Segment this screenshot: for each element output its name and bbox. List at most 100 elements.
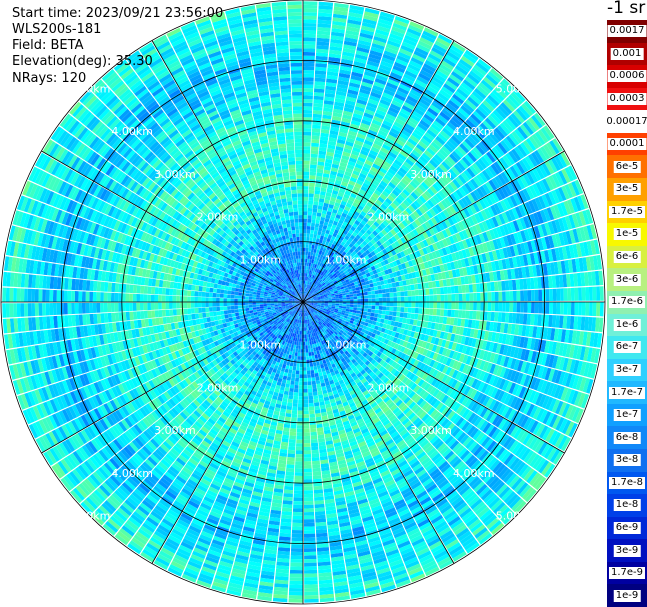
- range-gate-cell: [280, 441, 289, 447]
- range-gate-cell: [321, 319, 325, 323]
- range-gate-cell: [527, 302, 532, 313]
- range-gate-cell: [310, 325, 314, 330]
- range-gate-cell: [348, 322, 353, 327]
- range-gate-cell: [275, 361, 280, 367]
- range-gate-cell: [479, 509, 493, 521]
- range-gate-cell: [315, 521, 327, 527]
- range-gate-cell: [312, 325, 315, 329]
- range-gate-cell: [312, 471, 322, 476]
- range-gate-cell: [303, 475, 313, 480]
- range-gate-cell: [316, 327, 320, 331]
- range-gate-cell: [333, 320, 338, 324]
- range-gate-cell: [411, 302, 416, 308]
- range-gate-cell: [466, 473, 478, 485]
- range-gate-cell: [315, 518, 327, 523]
- range-gate-cell: [405, 524, 419, 534]
- range-gate-cell: [304, 305, 306, 309]
- range-gate-cell: [361, 317, 366, 322]
- range-gate-cell: [531, 391, 540, 405]
- range-gate-cell: [374, 420, 382, 428]
- range-gate-cell: [369, 427, 378, 435]
- range-gate-cell: [308, 322, 311, 327]
- range-gate-cell: [324, 342, 329, 348]
- range-gate-cell: [295, 377, 299, 382]
- range-gate-cell: [314, 320, 317, 324]
- range-gate-cell: [266, 412, 273, 418]
- range-gate-cell: [332, 574, 347, 580]
- range-gate-cell: [375, 484, 386, 492]
- range-gate-cell: [228, 467, 239, 475]
- range-gate-cell: [407, 475, 418, 484]
- range-gate-cell: [246, 571, 260, 578]
- range-gate-cell: [359, 360, 365, 367]
- range-gate-cell: [237, 547, 251, 554]
- range-gate-cell: [304, 577, 318, 581]
- range-gate-cell: [16, 303, 21, 317]
- range-gate-cell: [254, 408, 262, 414]
- range-gate-cell: [574, 391, 583, 406]
- range-gate-cell: [558, 342, 565, 356]
- range-gate-cell: [423, 334, 429, 342]
- range-gate-cell: [183, 570, 198, 580]
- range-gate-cell: [354, 378, 361, 384]
- range-gate-cell: [308, 333, 311, 338]
- range-gate-cell: [454, 524, 467, 536]
- range-gate-cell: [279, 371, 285, 376]
- range-gate-cell: [445, 366, 452, 376]
- range-gate-cell: [303, 479, 313, 484]
- range-gate-cell: [313, 324, 317, 329]
- range-gate-cell: [508, 496, 522, 509]
- range-gate-cell: [288, 331, 292, 336]
- range-gate-cell: [327, 364, 333, 370]
- range-gate-cell: [323, 491, 334, 497]
- range-gate-cell: [307, 330, 310, 335]
- range-gate-cell: [362, 575, 378, 582]
- range-gate-cell: [501, 333, 507, 345]
- range-gate-cell: [244, 431, 253, 438]
- range-gate-cell: [319, 308, 324, 311]
- range-gate-cell: [286, 331, 290, 336]
- range-gate-cell: [408, 401, 417, 410]
- range-gate-cell: [322, 351, 327, 356]
- range-gate-cell: [243, 484, 254, 491]
- range-gate-cell: [439, 559, 454, 570]
- range-gate-cell: [280, 521, 292, 527]
- range-gate-cell: [232, 457, 242, 465]
- range-gate-cell: [416, 547, 430, 557]
- range-gate-cell: [247, 471, 257, 477]
- range-gate-cell: [541, 366, 548, 380]
- range-gate-cell: [287, 453, 295, 458]
- range-gate-cell: [382, 302, 387, 306]
- range-gate-cell: [307, 345, 311, 349]
- range-gate-cell: [316, 536, 328, 541]
- range-gate-cell: [438, 346, 445, 355]
- range-gate-cell: [431, 471, 443, 481]
- range-gate-cell: [370, 312, 375, 317]
- range-gate-cell: [318, 341, 323, 346]
- range-gate-cell: [417, 550, 432, 560]
- range-gate-cell: [506, 369, 514, 381]
- range-gate-cell: [470, 401, 479, 412]
- range-gate-cell: [505, 438, 516, 451]
- range-gate-cell: [269, 513, 281, 519]
- range-gate-cell: [371, 333, 376, 338]
- range-gate-cell: [316, 342, 320, 347]
- range-gate-cell: [296, 311, 299, 316]
- range-gate-cell: [463, 385, 471, 396]
- range-gate-cell: [276, 561, 290, 567]
- range-gate-cell: [342, 306, 347, 309]
- range-gate-cell: [390, 320, 396, 326]
- range-gate-cell: [270, 363, 275, 369]
- range-gate-cell: [316, 383, 322, 388]
- range-gate-cell: [449, 545, 463, 556]
- range-gate-cell: [444, 340, 450, 349]
- range-gate-cell: [383, 435, 392, 443]
- range-gate-cell: [238, 311, 243, 316]
- range-gate-cell: [325, 509, 337, 515]
- range-gate-cell: [343, 368, 349, 374]
- range-gate-cell: [433, 473, 445, 484]
- range-gate-cell: [508, 382, 517, 394]
- range-gate-cell: [380, 532, 393, 540]
- range-gate-cell: [114, 312, 120, 322]
- range-gate-cell: [400, 384, 408, 392]
